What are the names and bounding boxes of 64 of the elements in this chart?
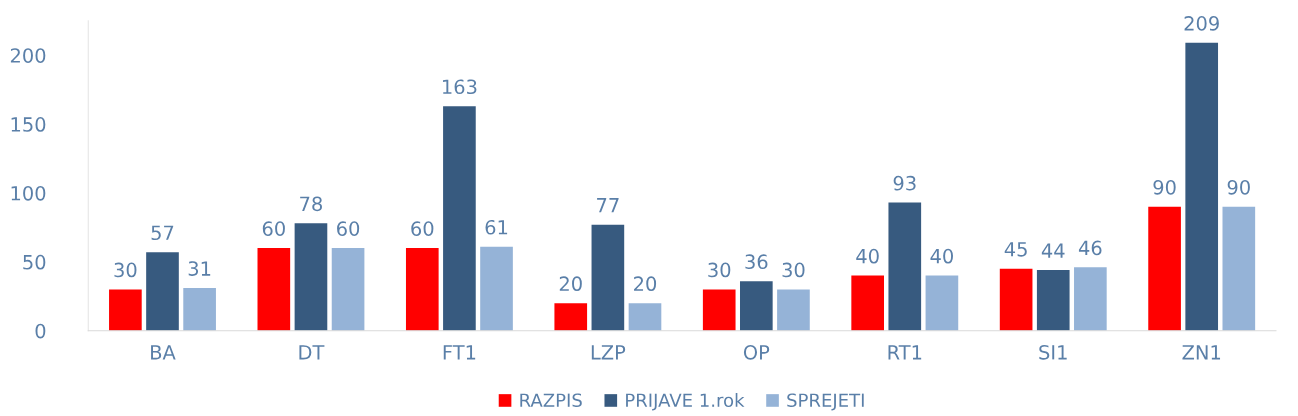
bar bbox=[777, 289, 810, 331]
data-label: 36 bbox=[745, 254, 768, 270]
bar bbox=[183, 288, 216, 331]
y-tick-label: 100 bbox=[11, 185, 46, 201]
data-label: 30 bbox=[114, 262, 137, 278]
bar bbox=[109, 289, 142, 331]
data-label: 93 bbox=[893, 175, 916, 191]
data-label: 60 bbox=[411, 221, 434, 236]
x-tick-label: OP bbox=[743, 344, 770, 360]
bar bbox=[480, 246, 513, 331]
data-label: 30 bbox=[708, 262, 731, 278]
bar bbox=[1222, 206, 1256, 331]
data-label: 46 bbox=[1078, 240, 1102, 256]
bar bbox=[331, 248, 365, 331]
x-tick-label: DT bbox=[299, 345, 325, 360]
bar bbox=[702, 289, 736, 331]
data-label: 30 bbox=[782, 262, 805, 278]
bar bbox=[554, 303, 588, 331]
bar bbox=[1074, 267, 1107, 331]
data-label: 90 bbox=[1153, 179, 1176, 195]
data-label: 44 bbox=[1041, 243, 1065, 258]
bar bbox=[257, 248, 291, 331]
bar bbox=[1148, 206, 1181, 331]
data-label: 60 bbox=[337, 221, 360, 236]
x-tick-label: BA bbox=[151, 345, 176, 360]
legend-label: PRIJAVE 1.rok bbox=[626, 393, 745, 411]
legend-label: SPREJETI bbox=[787, 393, 864, 411]
bar bbox=[1185, 42, 1219, 331]
data-label: 61 bbox=[485, 219, 508, 235]
x-tick-label: RT1 bbox=[888, 345, 922, 360]
data-label: 20 bbox=[634, 276, 657, 292]
bar bbox=[999, 268, 1033, 331]
bar bbox=[591, 224, 625, 331]
data-label: 60 bbox=[262, 221, 285, 236]
y-tick-label: 150 bbox=[11, 117, 46, 132]
x-tick-label: FT1 bbox=[443, 345, 476, 360]
data-label: 78 bbox=[300, 196, 322, 212]
bar bbox=[405, 248, 439, 331]
x-tick-label: ZN1 bbox=[1182, 345, 1221, 360]
data-label: 31 bbox=[188, 261, 211, 276]
bar bbox=[740, 281, 773, 331]
y-tick-label: 0 bbox=[35, 323, 46, 339]
bar bbox=[294, 223, 328, 331]
data-label: 90 bbox=[1227, 179, 1250, 195]
data-label: 45 bbox=[1004, 242, 1027, 257]
data-label: 57 bbox=[151, 225, 174, 241]
bar bbox=[925, 275, 959, 331]
data-label: 163 bbox=[442, 79, 477, 95]
y-tick-label: 200 bbox=[10, 48, 46, 63]
x-tick-label: SI1 bbox=[1039, 344, 1067, 360]
bar bbox=[888, 202, 922, 331]
data-label: 209 bbox=[1184, 16, 1219, 31]
data-label: 40 bbox=[856, 248, 879, 264]
bar bbox=[146, 252, 179, 331]
bar bbox=[851, 275, 884, 331]
legend-label: RAZPIS bbox=[520, 393, 582, 408]
x-tick-label: LZP bbox=[591, 345, 626, 360]
data-label: 77 bbox=[597, 198, 619, 213]
y-tick-label: 50 bbox=[23, 254, 46, 270]
bar bbox=[443, 106, 476, 331]
bar bbox=[1036, 270, 1070, 331]
data-label: 40 bbox=[930, 248, 953, 264]
bar bbox=[628, 303, 662, 331]
data-label: 20 bbox=[559, 276, 582, 292]
